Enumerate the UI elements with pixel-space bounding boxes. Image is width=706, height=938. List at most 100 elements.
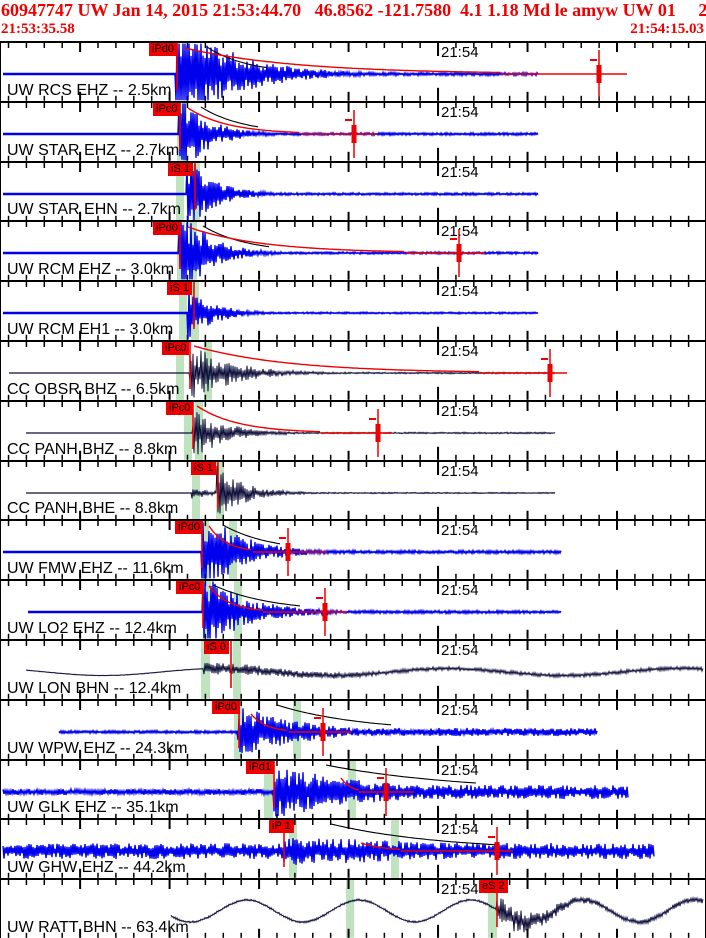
red-decay-curve [193, 345, 480, 373]
coda-duration-marker[interactable] [253, 528, 327, 577]
red-decay-curve [187, 226, 405, 253]
station-label: UW LO2 EHZ -- 12.4km [7, 619, 177, 637]
trace-panel-10[interactable]: 21:54 iPc0 UW LO2 EHZ -- 12.4km [1, 579, 705, 639]
waveform-path [186, 289, 539, 340]
waveform-path [200, 522, 562, 579]
minute-label: 21:54 [441, 582, 479, 600]
station-label: UW STAR EHZ -- 2.7km [7, 141, 180, 159]
station-label: CC PANH BHE -- 8.8km [7, 500, 179, 518]
arrival-window-band [204, 342, 212, 400]
arrival-window-band [192, 461, 200, 520]
event-header: 60947747 UW Jan 14, 2015 21:53:44.70 46.… [0, 0, 706, 41]
station-label: UW RCS EHZ -- 2.5km [7, 81, 172, 99]
arrival-window-band [264, 760, 273, 819]
station-label: UW GHW EHZ -- 44.2km [7, 859, 186, 877]
pick-label[interactable]: eS 2 [479, 880, 508, 894]
pick-label[interactable]: iPc0 [162, 342, 190, 355]
waveform-canvas [3, 282, 690, 340]
station-label: CC OBSR BHZ -- 6.5km [7, 380, 180, 398]
minute-label: 21:54 [441, 343, 479, 360]
waveform-path [170, 896, 704, 933]
pick-label[interactable]: iPd0 [175, 521, 204, 535]
waveform-path [58, 708, 598, 753]
arrival-window-band [176, 342, 184, 400]
waveform-path [174, 43, 539, 101]
trace-panel-6[interactable]: 21:54 iPc0 CC OBSR BHZ -- 6.5km [1, 340, 705, 400]
trace-panel-2[interactable]: 21:54 iPc0 UW STAR EHZ -- 2.7km [1, 100, 705, 161]
trace-panel-15[interactable]: 21:54 eS 2 UW RATT BHN -- 63.4km [1, 878, 705, 938]
trace-panel-13[interactable]: 21:54 iPd1 UW GLK EHZ -- 35.1km [1, 758, 705, 819]
minute-label: 21:54 [441, 881, 479, 899]
pick-label[interactable]: iPd0 [212, 700, 241, 714]
arrival-window-band [346, 880, 354, 938]
trace-panel-5[interactable]: 21:54 iS 1 UW RCM EH1 -- 3.0km [1, 280, 705, 340]
coda-duration-marker[interactable] [301, 109, 377, 158]
arrival-window-band [233, 641, 241, 699]
arrival-window-band [176, 162, 184, 221]
red-decay-curve [208, 585, 264, 612]
coda-duration-marker[interactable] [401, 827, 513, 876]
station-label: UW WPW EHZ -- 24.3km [7, 739, 188, 757]
pick-label[interactable]: iS 1 [168, 162, 193, 176]
waveform-path [177, 103, 539, 161]
waveform-canvas [3, 102, 690, 161]
trace-panel-7[interactable]: 21:54 iPc0 CC PANH BHZ -- 8.8km [1, 399, 705, 460]
station-label: UW RATT BHN -- 63.4km [7, 918, 189, 936]
trace-panel-stack: 21:54 iPd0 UW RCS EHZ -- 2.5km 21:54 iPc… [0, 41, 706, 938]
coda-duration-marker[interactable] [501, 50, 627, 98]
black-decay-curve [330, 823, 500, 846]
waveform-canvas [7, 880, 704, 938]
waveform-canvas [7, 401, 690, 460]
minute-label: 21:54 [441, 163, 479, 181]
red-decay-curve [196, 405, 321, 433]
waveform-canvas [3, 162, 690, 221]
coda-duration-marker[interactable] [321, 408, 392, 457]
arrival-window-band [179, 282, 187, 340]
red-decay-curve [208, 525, 252, 551]
station-label: UW STAR EHN -- 2.7km [7, 201, 181, 219]
trace-panel-1[interactable]: 21:54 iPd0 UW RCS EHZ -- 2.5km [1, 41, 705, 101]
trace-panel-11[interactable]: 21:54 iS 0 UW LON BHN -- 12.4km [1, 639, 705, 699]
red-decay-curve [184, 47, 501, 74]
waveform-path [201, 581, 562, 639]
coda-duration-marker[interactable] [406, 229, 485, 278]
minute-label: 21:54 [441, 701, 479, 719]
waveform-canvas [7, 342, 690, 400]
red-decay-curve [250, 713, 288, 731]
minute-label: 21:54 [441, 103, 479, 121]
trace-panel-4[interactable]: 21:54 iPd0 UW RCM EHZ -- 3.0km [1, 220, 705, 281]
pick-label[interactable]: iPc0 [166, 401, 194, 415]
pick-label[interactable]: iS 0 [204, 641, 229, 654]
trace-panel-14[interactable]: 21:54 iP 1 UW GHW EHZ -- 44.2km [1, 818, 705, 879]
trace-panel-12[interactable]: 21:54 iPd0 UW WPW EHZ -- 24.3km [1, 698, 705, 759]
coda-duration-marker[interactable] [289, 707, 351, 756]
red-decay-curve [360, 842, 401, 851]
trace-panel-9[interactable]: 21:54 iPd0 UW FMW EHZ -- 11.6km [1, 519, 705, 580]
waveform-canvas [7, 641, 704, 699]
pick-label[interactable]: iS 1 [191, 461, 216, 475]
pick-label[interactable]: iPd1 [246, 760, 275, 774]
window-start-time: 21:53:35.58 [1, 21, 75, 37]
minute-label: 21:54 [441, 821, 479, 839]
arrival-window-band [488, 880, 497, 938]
coda-duration-marker[interactable] [481, 349, 567, 397]
station-label: UW RCM EHZ -- 3.0km [7, 261, 175, 279]
pick-label[interactable]: iPd0 [153, 222, 182, 236]
pick-label[interactable]: iPc0 [176, 581, 204, 595]
pick-label[interactable]: iP 1 [269, 820, 294, 834]
pick-label[interactable]: iS 1 [167, 282, 192, 296]
station-label: UW LON BHN -- 12.4km [7, 679, 182, 697]
coda-duration-marker[interactable] [359, 767, 414, 816]
pick-label[interactable]: iPc0 [153, 102, 181, 116]
arrival-window-band [184, 401, 192, 460]
waveform-path [2, 838, 655, 866]
waveform-canvas [3, 222, 690, 281]
black-decay-curve [200, 106, 259, 128]
arrival-window-band [216, 461, 224, 520]
trace-panel-3[interactable]: 21:54 iS 1 UW STAR EHN -- 2.7km [1, 160, 705, 221]
trace-panel-8[interactable]: 21:54 iS 1 CC PANH BHE -- 8.8km [1, 459, 705, 520]
coda-duration-marker[interactable] [263, 588, 347, 637]
pick-label[interactable]: iPd0 [149, 43, 178, 56]
minute-label: 21:54 [441, 462, 479, 480]
